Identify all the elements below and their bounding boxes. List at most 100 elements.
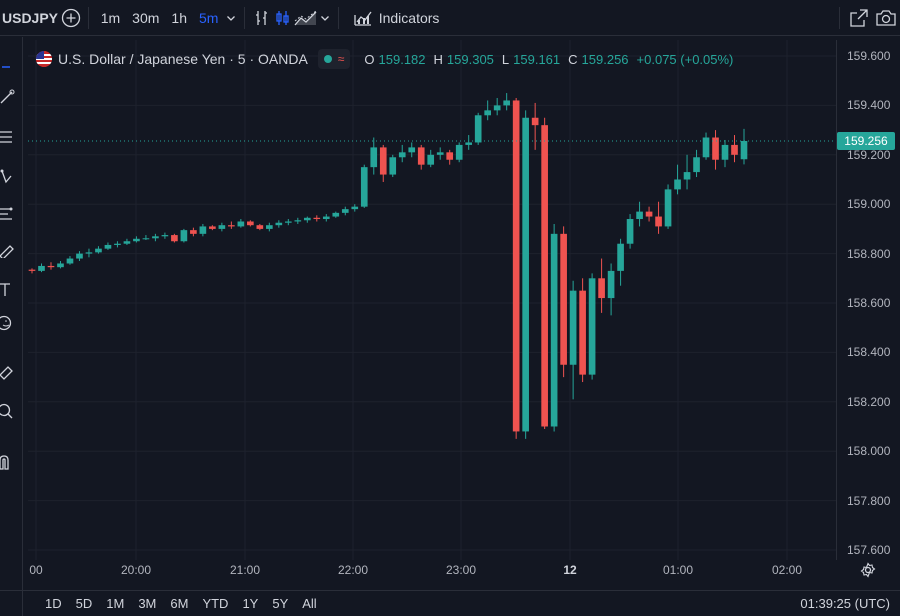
candle bbox=[152, 233, 159, 242]
indicators-button[interactable]: Indicators bbox=[345, 9, 448, 27]
candle bbox=[617, 238, 624, 286]
candle bbox=[171, 233, 178, 243]
brush-icon[interactable] bbox=[0, 242, 16, 260]
range-5y[interactable]: 5Y bbox=[272, 596, 289, 611]
trend-line-icon[interactable] bbox=[0, 89, 16, 105]
top-toolbar: USDJPY 1m 30m 1h 5m Indicators bbox=[0, 0, 900, 36]
price-tick-label: 158.000 bbox=[847, 444, 891, 459]
price-tick-label: 157.600 bbox=[847, 543, 891, 557]
prediction-icon[interactable] bbox=[0, 205, 16, 221]
candle bbox=[237, 219, 245, 228]
area-chart-style-icon[interactable] bbox=[294, 4, 318, 32]
candle bbox=[303, 216, 311, 223]
compare-add-icon[interactable] bbox=[60, 4, 82, 32]
candle bbox=[379, 144, 387, 182]
candle bbox=[28, 268, 36, 274]
fib-retracement-icon[interactable] bbox=[0, 129, 16, 145]
interval-1m[interactable]: 1m bbox=[100, 9, 121, 26]
candle bbox=[408, 142, 416, 158]
chart-style-chevron-down-icon[interactable] bbox=[318, 4, 332, 32]
time-axis[interactable]: 00 20:00 21:00 22:00 23:00 12 01:00 02:00 bbox=[28, 560, 836, 582]
pattern-icon[interactable] bbox=[0, 168, 16, 184]
candle bbox=[474, 112, 482, 145]
range-3m[interactable]: 3M bbox=[138, 596, 157, 611]
candle bbox=[95, 246, 102, 254]
candle bbox=[199, 223, 207, 237]
candle bbox=[370, 137, 378, 175]
candle bbox=[114, 241, 121, 248]
toolbar-divider bbox=[337, 6, 339, 29]
ohlc-values: O 159.182 H 159.305 L 159.161 C 159.256 +0.0… bbox=[364, 52, 737, 67]
candle bbox=[85, 248, 93, 258]
symbol-title[interactable]: U.S. Dollar / Japanese Yen · 5 · OANDA bbox=[58, 51, 308, 67]
candle bbox=[104, 242, 112, 250]
candle bbox=[645, 206, 653, 222]
candle bbox=[57, 261, 64, 269]
candlestick-chart[interactable] bbox=[28, 40, 836, 560]
price-tick-label: 159.000 bbox=[847, 197, 891, 212]
cursor-icon[interactable] bbox=[0, 57, 16, 73]
range-ytd[interactable]: YTD bbox=[202, 596, 229, 611]
utc-clock[interactable]: 01:39:25 (UTC) bbox=[800, 596, 890, 611]
text-tool-icon[interactable] bbox=[0, 281, 16, 297]
zoom-in-icon[interactable] bbox=[0, 403, 16, 419]
candle bbox=[66, 256, 74, 265]
candle bbox=[294, 217, 302, 224]
toolbar-divider bbox=[244, 6, 246, 29]
interval-30m[interactable]: 30m bbox=[132, 9, 160, 26]
candle bbox=[218, 222, 226, 232]
price-tick-label: 158.200 bbox=[847, 394, 891, 409]
last-price-tag: 159.256 bbox=[837, 131, 895, 150]
interval-5m[interactable]: 5m bbox=[198, 9, 219, 26]
indicators-label: Indicators bbox=[378, 9, 440, 26]
candle bbox=[683, 154, 691, 190]
candle bbox=[712, 130, 719, 170]
candle bbox=[550, 223, 558, 432]
range-1m[interactable]: 1M bbox=[106, 596, 125, 611]
range-all[interactable]: All bbox=[302, 596, 317, 611]
time-tick-label: 00 bbox=[29, 563, 43, 577]
candle bbox=[721, 139, 729, 168]
interval-chevron-down-icon[interactable] bbox=[224, 4, 238, 32]
candle bbox=[731, 135, 738, 163]
candle bbox=[256, 223, 264, 231]
market-status-badge[interactable]: ≈ bbox=[317, 49, 351, 69]
price-scale[interactable]: 159.256 159.600 159.400 159.200 159.000 158.… bbox=[836, 40, 900, 560]
candle bbox=[398, 144, 406, 163]
magnet-icon[interactable] bbox=[0, 454, 16, 470]
bar-chart-style-icon[interactable] bbox=[251, 4, 273, 32]
high-value: 159.305 bbox=[446, 51, 494, 67]
candle-chart-style-icon[interactable] bbox=[273, 4, 295, 32]
camera-icon[interactable] bbox=[872, 4, 900, 32]
range-5d[interactable]: 5D bbox=[75, 596, 93, 611]
candle bbox=[161, 232, 169, 239]
candle bbox=[142, 235, 150, 241]
range-1d[interactable]: 1D bbox=[45, 596, 62, 611]
chart-settings-gear-icon[interactable] bbox=[860, 562, 876, 578]
fullscreen-open-icon[interactable] bbox=[846, 4, 872, 32]
candle bbox=[655, 201, 662, 234]
time-tick-label: 22:00 bbox=[337, 563, 369, 577]
interval-1h[interactable]: 1h bbox=[171, 9, 187, 26]
change-value: +0.075 (+0.05%) bbox=[636, 51, 734, 67]
price-tick-label: 158.800 bbox=[847, 246, 891, 261]
candle bbox=[38, 263, 45, 273]
price-tick-label: 157.800 bbox=[847, 493, 891, 508]
candle bbox=[674, 164, 681, 195]
toolbar-divider bbox=[87, 6, 89, 29]
range-6m[interactable]: 6M bbox=[170, 596, 189, 611]
candle bbox=[228, 221, 235, 229]
candle bbox=[541, 117, 548, 429]
candle bbox=[579, 278, 586, 383]
candle bbox=[389, 154, 397, 178]
emoji-icon[interactable] bbox=[0, 315, 16, 331]
time-tick-label: 02:00 bbox=[771, 563, 803, 577]
close-value: 159.256 bbox=[581, 51, 629, 67]
symbol-search[interactable]: USDJPY bbox=[2, 9, 59, 26]
open-label: O bbox=[364, 51, 375, 67]
candle bbox=[284, 219, 292, 226]
candle bbox=[209, 225, 216, 231]
range-1y[interactable]: 1Y bbox=[242, 596, 259, 611]
candle bbox=[484, 100, 492, 121]
ruler-icon[interactable] bbox=[0, 365, 16, 381]
